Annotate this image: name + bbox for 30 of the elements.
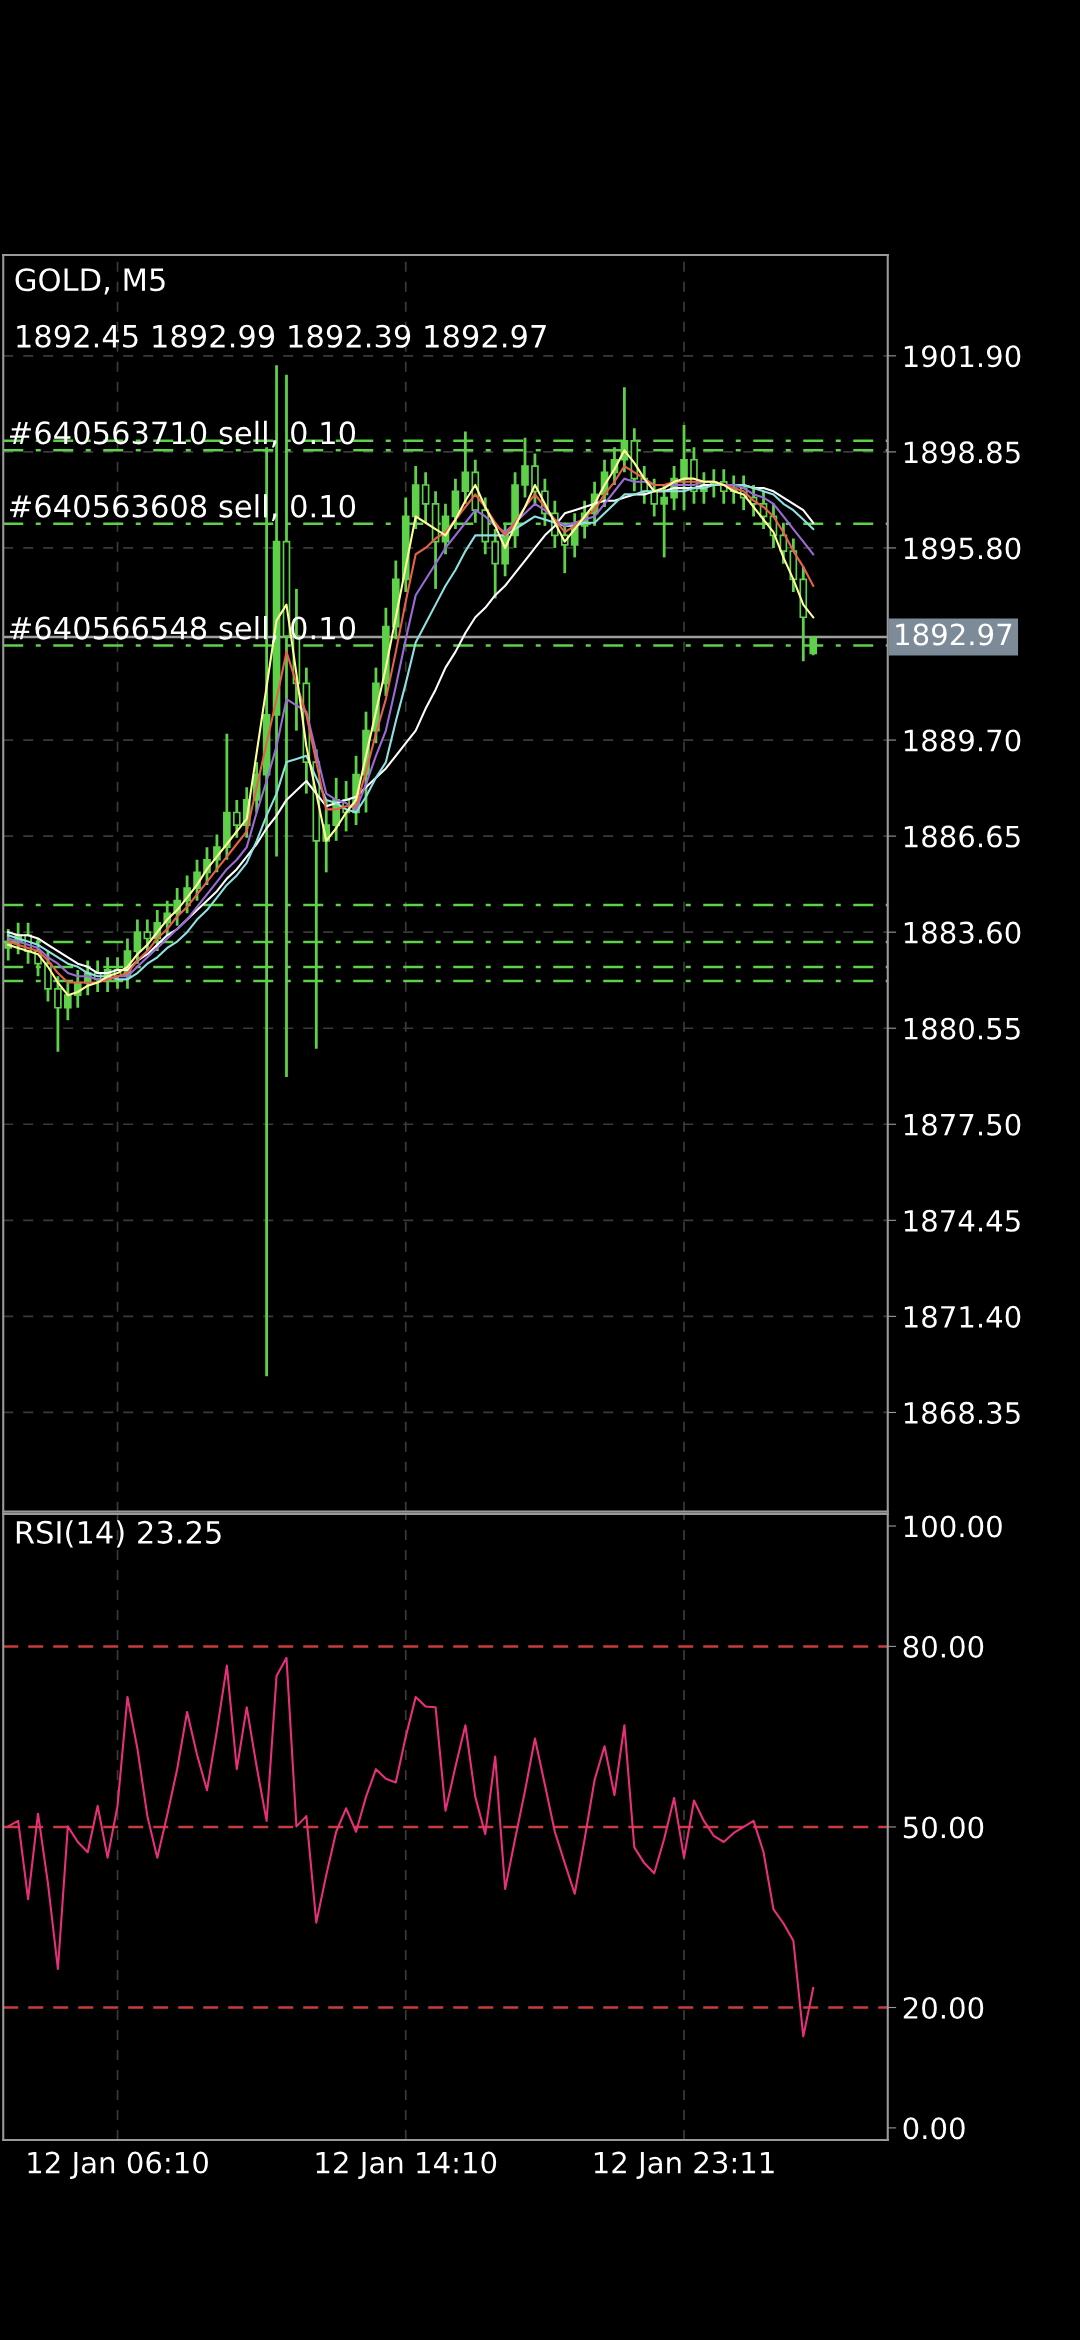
candlestick [133,918,142,966]
text: 1892.45 1892.99 1892.39 1892.97 [17,324,546,348]
y-tick-label: 1874.45 [904,1209,1020,1232]
y-tick-label: 20.00 [903,1996,984,2020]
x-tick-label: 12 Jan 14:10 [316,2151,497,2180]
chart-title: RSI(14) 23.25 [16,1520,221,1548]
y-tick-label: 1880.55 [904,1017,1020,1040]
y-tick-label: 80.00 [903,1635,984,1658]
ref-line-label: 1892.97 [896,623,1012,646]
chart-title: GOLD, M5 [15,268,165,295]
candlestick [64,981,72,1022]
y-tick-label: 100.00 [904,1515,1002,1538]
candlestick [143,918,152,953]
y-tick-label: 50.00 [903,1816,984,1839]
line-series [7,1656,815,2038]
y-tick-label: 1895.80 [904,537,1021,560]
candlestick [421,470,430,525]
y-tick-label: 1883.60 [904,921,1021,944]
x-tick-label: 12 Jan 06:10 [28,2151,208,2180]
y-tick-label: 1871.40 [904,1305,1021,1328]
candlestick [491,527,500,600]
y-tick-label: 1889.70 [904,729,1021,752]
y-tick-label: 0.00 [903,2117,965,2140]
candlestick [232,798,241,840]
y-tick-label: 1898.85 [904,441,1020,464]
x-tick-label: 12 Jan 23:11 [594,2151,774,2180]
y-tick-label: 1868.35 [904,1401,1020,1424]
y-tick-label: 1901.90 [904,345,1021,368]
y-tick-label: 1886.65 [904,825,1020,848]
y-tick-label: 1877.50 [904,1113,1021,1136]
